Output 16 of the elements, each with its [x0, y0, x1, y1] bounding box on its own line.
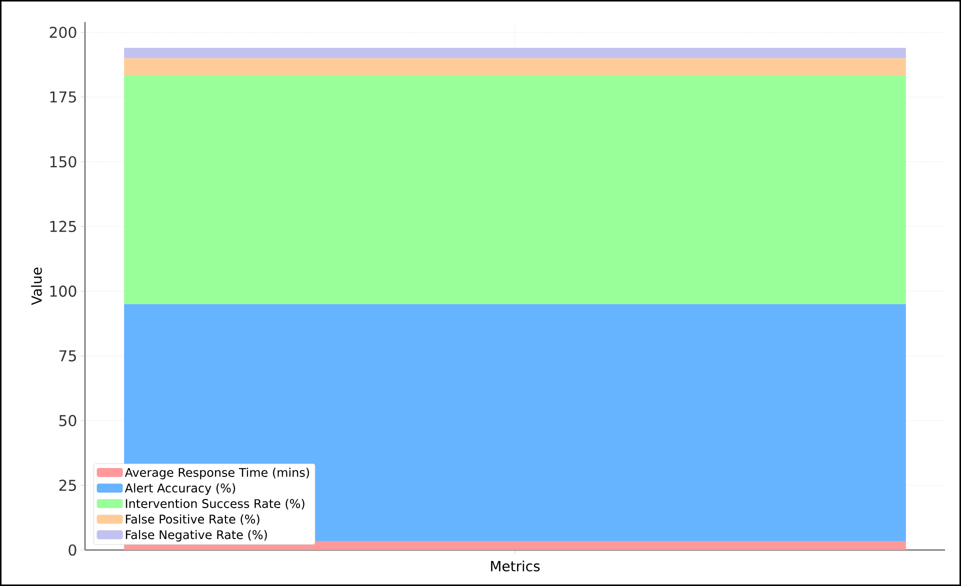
legend-label: False Negative Rate (%)	[126, 530, 267, 542]
y-tick-label: 150	[50, 156, 76, 168]
legend-label: Intervention Success Rate (%)	[126, 498, 304, 510]
legend-label: Average Response Time (mins)	[124, 468, 310, 480]
y-tick-label: 125	[50, 220, 76, 232]
legend-label: Alert Accuracy (%)	[124, 483, 236, 495]
y-tick-label: 75	[59, 350, 76, 362]
y-tick-label: 0	[68, 544, 76, 556]
y-tick-label: 25	[59, 480, 76, 491]
x-axis-title: Metrics	[491, 560, 540, 572]
y-tick-label: 50	[59, 414, 76, 426]
y-tick-label: 100	[50, 286, 76, 297]
legend-label: False Positive Rate (%)	[126, 514, 260, 526]
y-axis-title: Value	[31, 268, 42, 306]
y-tick-label: 200	[50, 26, 76, 38]
y-tick-label: 175	[50, 92, 76, 103]
